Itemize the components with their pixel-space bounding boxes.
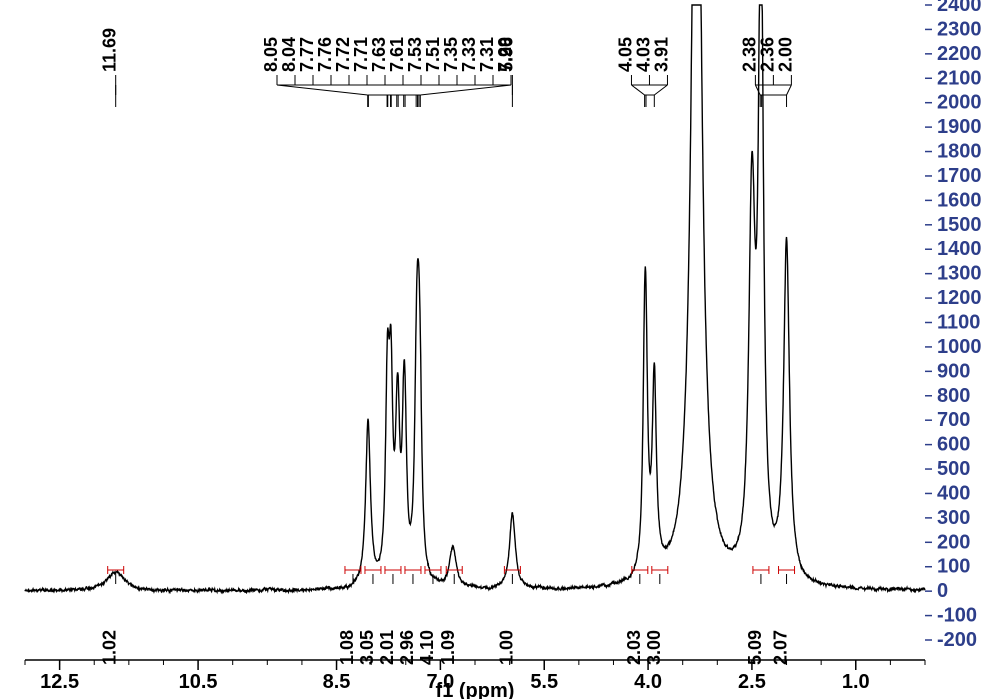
y-tick-label: 2000 bbox=[937, 92, 982, 114]
y-tick-label: 200 bbox=[937, 531, 970, 553]
integral-label: 2.07 bbox=[771, 630, 791, 665]
peak-label: 2.36 bbox=[757, 37, 777, 72]
integral-label: 1.02 bbox=[100, 630, 120, 665]
peak-label: 7.77 bbox=[297, 37, 317, 72]
integral-label: 2.01 bbox=[377, 630, 397, 665]
nmr-spectrum-svg: 12.510.58.57.05.54.02.51.0f1 (ppm)-200-1… bbox=[0, 0, 1000, 699]
peak-label: 7.31 bbox=[477, 37, 497, 72]
peak-label: 4.05 bbox=[615, 37, 635, 72]
nmr-spectrum-container: 12.510.58.57.05.54.02.51.0f1 (ppm)-200-1… bbox=[0, 0, 1000, 699]
y-tick-label: 2400 bbox=[937, 0, 982, 16]
peak-label: 2.38 bbox=[739, 37, 759, 72]
peak-label: 8.05 bbox=[261, 37, 281, 72]
x-tick-label: 2.5 bbox=[738, 671, 766, 693]
x-tick-label: 4.0 bbox=[634, 671, 662, 693]
y-tick-label: 1900 bbox=[937, 116, 982, 138]
peak-label: 7.76 bbox=[315, 37, 335, 72]
y-tick-label: -200 bbox=[937, 629, 977, 651]
y-tick-label: 100 bbox=[937, 556, 970, 578]
y-tick-label: 2100 bbox=[937, 67, 982, 89]
peak-label: 11.69 bbox=[100, 28, 120, 72]
integral-label: 2.96 bbox=[397, 630, 417, 665]
y-tick-label: 1300 bbox=[937, 263, 982, 285]
y-tick-label: 800 bbox=[937, 385, 970, 407]
peak-label: 2.00 bbox=[775, 37, 795, 72]
integral-label: 3.00 bbox=[644, 630, 664, 665]
integral-label: 1.08 bbox=[337, 630, 357, 665]
x-tick-label: 1.0 bbox=[842, 671, 870, 693]
y-tick-label: 1100 bbox=[937, 312, 980, 334]
y-tick-label: 500 bbox=[937, 458, 970, 480]
y-tick-label: 900 bbox=[937, 360, 970, 382]
peak-label: 8.04 bbox=[279, 37, 299, 72]
x-tick-label: 8.5 bbox=[323, 671, 351, 693]
integral-label: 4.10 bbox=[417, 630, 437, 665]
x-tick-label: 12.5 bbox=[40, 671, 79, 693]
peak-label: 7.72 bbox=[333, 37, 353, 72]
peak-label: 7.33 bbox=[459, 37, 479, 72]
y-tick-label: 300 bbox=[937, 507, 970, 529]
integral-label: 1.09 bbox=[438, 630, 458, 665]
y-tick-label: 1400 bbox=[937, 238, 982, 260]
integral-label: 3.05 bbox=[357, 630, 377, 665]
y-tick-label: 1700 bbox=[937, 165, 982, 187]
peak-label: 5.96 bbox=[496, 37, 516, 72]
y-tick-label: 400 bbox=[937, 482, 970, 504]
peak-label: 7.51 bbox=[423, 37, 443, 72]
y-tick-label: 700 bbox=[937, 409, 970, 431]
y-tick-label: 2200 bbox=[937, 43, 982, 65]
integral-label: 5.09 bbox=[745, 630, 765, 665]
y-tick-label: 1800 bbox=[937, 141, 982, 163]
y-tick-label: -100 bbox=[937, 605, 977, 627]
y-tick-label: 0 bbox=[937, 580, 948, 602]
peak-label: 4.03 bbox=[633, 37, 653, 72]
spectrum-trace bbox=[25, 5, 925, 592]
peak-label: 7.71 bbox=[351, 37, 371, 72]
integral-label: 2.03 bbox=[624, 630, 644, 665]
y-tick-label: 1500 bbox=[937, 214, 982, 236]
y-tick-label: 2300 bbox=[937, 18, 982, 40]
x-tick-label: 5.5 bbox=[530, 671, 558, 693]
y-tick-label: 1600 bbox=[937, 189, 982, 211]
x-tick-label: 10.5 bbox=[179, 671, 218, 693]
x-axis-label: f1 (ppm) bbox=[436, 680, 515, 699]
integral-label: 1.00 bbox=[496, 630, 516, 665]
y-tick-label: 1000 bbox=[937, 336, 982, 358]
y-tick-label: 1200 bbox=[937, 287, 982, 309]
peak-label: 7.61 bbox=[387, 37, 407, 72]
peak-label: 3.91 bbox=[651, 37, 671, 72]
peak-label: 7.35 bbox=[441, 37, 461, 72]
peak-label: 7.63 bbox=[369, 37, 389, 72]
peak-label: 7.53 bbox=[405, 37, 425, 72]
y-tick-label: 600 bbox=[937, 434, 970, 456]
